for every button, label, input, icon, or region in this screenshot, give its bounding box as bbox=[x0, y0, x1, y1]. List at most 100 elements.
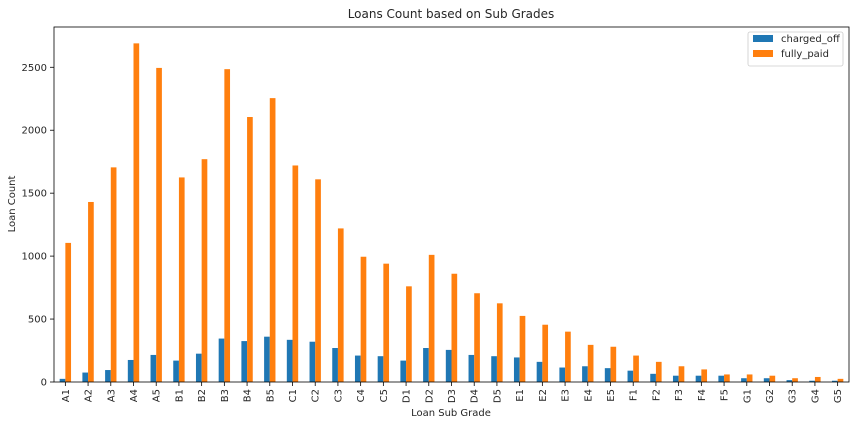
bar-charged-off-e3 bbox=[559, 367, 566, 382]
bar-charged-off-d4 bbox=[468, 354, 475, 382]
bar-fully-paid-c4 bbox=[360, 256, 367, 382]
bar-fully-paid-f4 bbox=[701, 369, 708, 382]
x-tick-label: B3 bbox=[220, 389, 231, 402]
x-tick-label: D1 bbox=[402, 389, 413, 403]
bar-charged-off-b1 bbox=[173, 360, 179, 382]
x-tick-label: A2 bbox=[84, 389, 95, 402]
legend-label-charged-off: charged_off bbox=[781, 34, 841, 45]
bar-fully-paid-f1 bbox=[633, 355, 639, 382]
bar-fully-paid-e1 bbox=[519, 315, 526, 382]
bar-fully-paid-a3 bbox=[110, 167, 117, 382]
bar-charged-off-f4 bbox=[695, 375, 702, 382]
x-tick-label: C3 bbox=[333, 389, 344, 402]
bar-fully-paid-b3 bbox=[224, 69, 231, 382]
bar-charged-off-d5 bbox=[491, 356, 497, 382]
x-tick-label: F1 bbox=[629, 389, 640, 401]
bar-fully-paid-b1 bbox=[178, 177, 185, 382]
bar-charged-off-b3 bbox=[218, 338, 225, 382]
bar-fully-paid-a2 bbox=[88, 201, 94, 382]
bar-charged-off-f3 bbox=[672, 375, 679, 382]
bar-fully-paid-b4 bbox=[247, 117, 253, 383]
y-axis: 0 500 1000 1500 2000 2500 bbox=[22, 63, 54, 389]
x-tick-label: D2 bbox=[424, 389, 435, 403]
bar-charged-off-c4 bbox=[354, 355, 361, 382]
y-axis-label: Loan Count bbox=[7, 175, 18, 232]
bar-charged-off-e2 bbox=[536, 361, 543, 382]
legend-swatch-charged-off bbox=[753, 35, 773, 42]
bar-charged-off-e1 bbox=[513, 357, 520, 382]
x-tick-label: C5 bbox=[379, 389, 390, 402]
x-tick-label: E4 bbox=[583, 389, 594, 402]
bar-fully-paid-c3 bbox=[337, 228, 344, 382]
bar-fully-paid-d2 bbox=[428, 254, 435, 382]
x-tick-label: D4 bbox=[470, 389, 481, 403]
x-tick-label: E3 bbox=[561, 389, 572, 402]
x-tick-label: E1 bbox=[515, 389, 526, 402]
bar-fully-paid-g5 bbox=[837, 378, 844, 382]
bar-charged-off-g4 bbox=[809, 380, 815, 382]
bar-charged-off-d3 bbox=[445, 349, 452, 382]
bar-charged-off-e4 bbox=[582, 366, 588, 382]
x-tick-label: F5 bbox=[720, 389, 731, 401]
bar-fully-paid-c1 bbox=[292, 165, 299, 382]
x-tick-label: A5 bbox=[152, 389, 163, 402]
x-tick-label: G3 bbox=[788, 389, 799, 403]
x-tick-label: B2 bbox=[197, 389, 208, 402]
bar-charged-off-e5 bbox=[604, 368, 611, 382]
legend-swatch-fully-paid bbox=[753, 50, 773, 57]
bar-charged-off-g5 bbox=[831, 380, 838, 382]
bar-fully-paid-g4 bbox=[814, 376, 821, 382]
bar-fully-paid-d3 bbox=[451, 273, 458, 382]
x-tick-label: D3 bbox=[447, 389, 458, 403]
x-tick-label: B1 bbox=[174, 389, 185, 402]
bar-charged-off-a2 bbox=[82, 372, 89, 382]
x-tick-label: F3 bbox=[674, 389, 685, 401]
bar-fully-paid-e2 bbox=[542, 324, 549, 382]
bar-fully-paid-g3 bbox=[792, 378, 798, 382]
bar-charged-off-a4 bbox=[127, 359, 134, 382]
chart-title: Loans Count based on Sub Grades bbox=[348, 7, 555, 21]
bar-fully-paid-a1 bbox=[65, 242, 72, 382]
y-tick-label: 1500 bbox=[22, 189, 47, 200]
bar-charged-off-f1 bbox=[627, 370, 634, 382]
bar-charged-off-a1 bbox=[59, 378, 66, 382]
x-tick-label: G1 bbox=[742, 389, 753, 403]
bar-fully-paid-e4 bbox=[587, 344, 594, 382]
x-tick-label: C1 bbox=[288, 389, 299, 402]
bar-fully-paid-f5 bbox=[724, 374, 730, 382]
bar-fully-paid-g1 bbox=[746, 374, 753, 382]
x-tick-label: C4 bbox=[356, 389, 367, 402]
x-tick-label: G2 bbox=[765, 389, 776, 403]
y-tick-label: 0 bbox=[41, 378, 47, 389]
x-tick-label: B5 bbox=[265, 389, 276, 402]
bar-fully-paid-f2 bbox=[655, 361, 662, 382]
bar-charged-off-c3 bbox=[332, 348, 338, 382]
x-tick-label: F4 bbox=[697, 389, 708, 401]
x-tick-label: C2 bbox=[311, 389, 322, 402]
bar-fully-paid-b2 bbox=[201, 159, 208, 382]
bar-fully-paid-g2 bbox=[769, 375, 776, 382]
x-tick-label: G5 bbox=[833, 389, 844, 403]
x-tick-label: E5 bbox=[606, 389, 617, 402]
bar-charged-off-f5 bbox=[718, 375, 725, 382]
bar-charged-off-c2 bbox=[309, 341, 316, 382]
y-tick-label: 500 bbox=[28, 315, 47, 326]
x-tick-label: A3 bbox=[106, 389, 117, 402]
x-tick-label: B4 bbox=[243, 389, 254, 402]
legend-label-fully-paid: fully_paid bbox=[781, 49, 829, 60]
bar-charged-off-b2 bbox=[195, 353, 202, 382]
bar-fully-paid-d1 bbox=[406, 286, 412, 382]
x-axis: A1 A2 A3 A4 A5 B1 B2 B3 B4 B5 C1 C2 C3 C4 C5 D1 D2 D3 D4 D5… bbox=[61, 382, 844, 403]
bar-charged-off-d1 bbox=[400, 360, 407, 382]
bar-charged-off-c5 bbox=[377, 356, 384, 382]
bar-series-group bbox=[59, 43, 844, 383]
bar-charged-off-c1 bbox=[286, 339, 293, 382]
x-tick-label: F2 bbox=[651, 389, 662, 401]
y-tick-label: 2000 bbox=[22, 126, 47, 137]
bar-charged-off-g2 bbox=[763, 378, 770, 382]
plot-frame bbox=[53, 26, 850, 383]
bar-fully-paid-d5 bbox=[496, 303, 503, 382]
bar-fully-paid-c5 bbox=[383, 263, 390, 382]
bar-charged-off-b4 bbox=[241, 341, 248, 382]
